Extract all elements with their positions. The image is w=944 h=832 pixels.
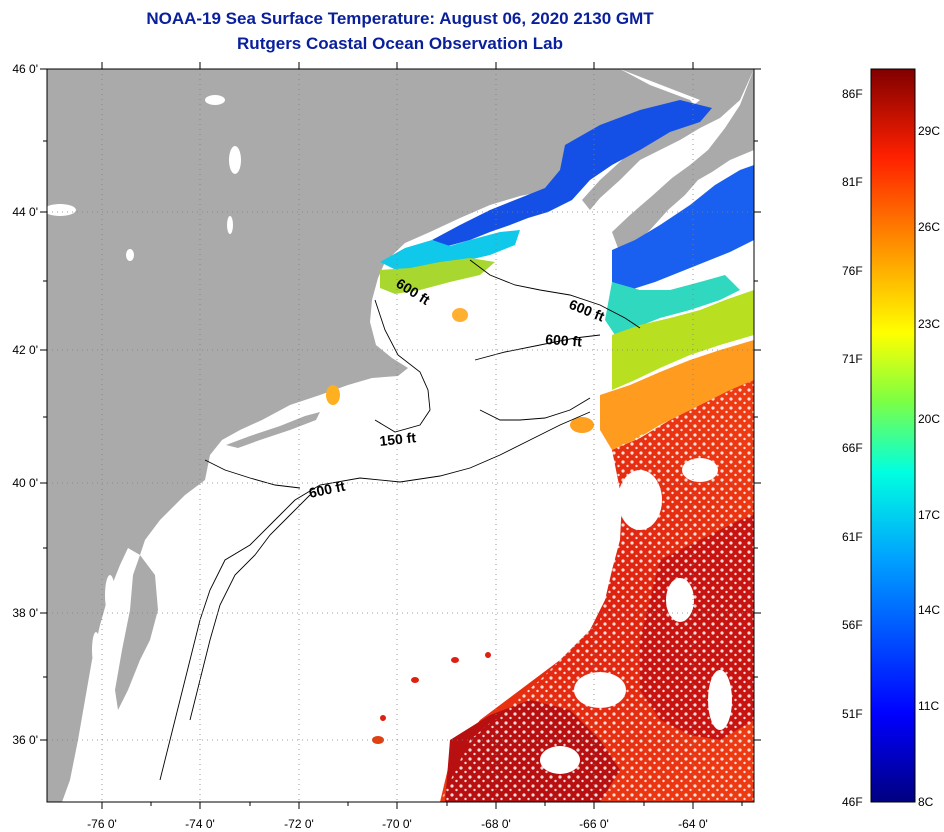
colorbar [870,68,916,803]
colorbar-f-label: 71F [842,352,863,366]
sst-spots [326,308,594,744]
axis-ticks [40,62,761,809]
map-frame [46,68,755,803]
colorbar-f-label: 86F [842,87,863,101]
graticule [47,69,754,802]
lon-label: -66 0' [579,817,609,831]
sst-mild-water [612,290,754,390]
colorbar-c-label: 23C [918,317,941,331]
land-mass-new-brunswick [582,69,754,210]
contour-label: 600 ft [307,478,346,501]
colorbar-c-label: 17C [918,508,941,522]
lon-label: -72 0' [284,817,314,831]
lon-label: -76 0' [87,817,117,831]
lon-label: -64 0' [678,817,708,831]
land-mass-nova-scotia [612,69,754,248]
sst-mild-water-coast [380,258,495,294]
lat-label: 44 0' [12,205,38,219]
colorbar-c-label: 26C [918,220,941,234]
colorbar-c-label: 14C [918,603,941,617]
sst-cool-water [380,230,520,272]
contour-label: 150 ft [379,429,417,449]
sst-warm-water-band [600,340,754,450]
colorbar-f-label: 66F [842,441,863,455]
colorbar-c-label: 11C [918,699,940,713]
colorbar-f-label: 76F [842,264,863,278]
lon-label: -74 0' [185,817,215,831]
map-title: NOAA-19 Sea Surface Temperature: August … [146,9,654,28]
colorbar-c-label: 29C [918,124,941,138]
land-mass-long-island [226,412,320,448]
lat-label: 40 0' [12,476,38,490]
map-subtitle: Rutgers Coastal Ocean Observation Lab [237,34,563,53]
sst-cool-water-offshore [605,275,740,335]
inland-water [47,95,241,668]
lat-label: 38 0' [12,606,38,620]
sst-cold-water-scotian [612,165,754,290]
contour-label: 600 ft [545,331,583,350]
lon-label: -68 0' [481,817,511,831]
lat-label: 46 0' [12,62,38,76]
sst-cold-water [432,100,712,246]
colorbar-f-label: 56F [842,618,863,632]
lon-label: -70 0' [382,817,412,831]
cloud-cover [440,380,754,802]
colorbar-c-label: 20C [918,412,941,426]
colorbar-f-label: 61F [842,530,863,544]
land-mass-delmarva [115,555,158,710]
cloud-patches [540,458,732,774]
colorbar-c-label: 8C [918,795,934,809]
colorbar-f-label: 46F [842,795,863,809]
lat-label: 42 0' [12,343,38,357]
land-mass-north-america [47,69,700,802]
lat-label: 36 0' [12,733,38,747]
colorbar-f-label: 81F [842,175,863,189]
colorbar-f-label: 51F [842,707,863,721]
bathymetry-contours [159,259,641,781]
